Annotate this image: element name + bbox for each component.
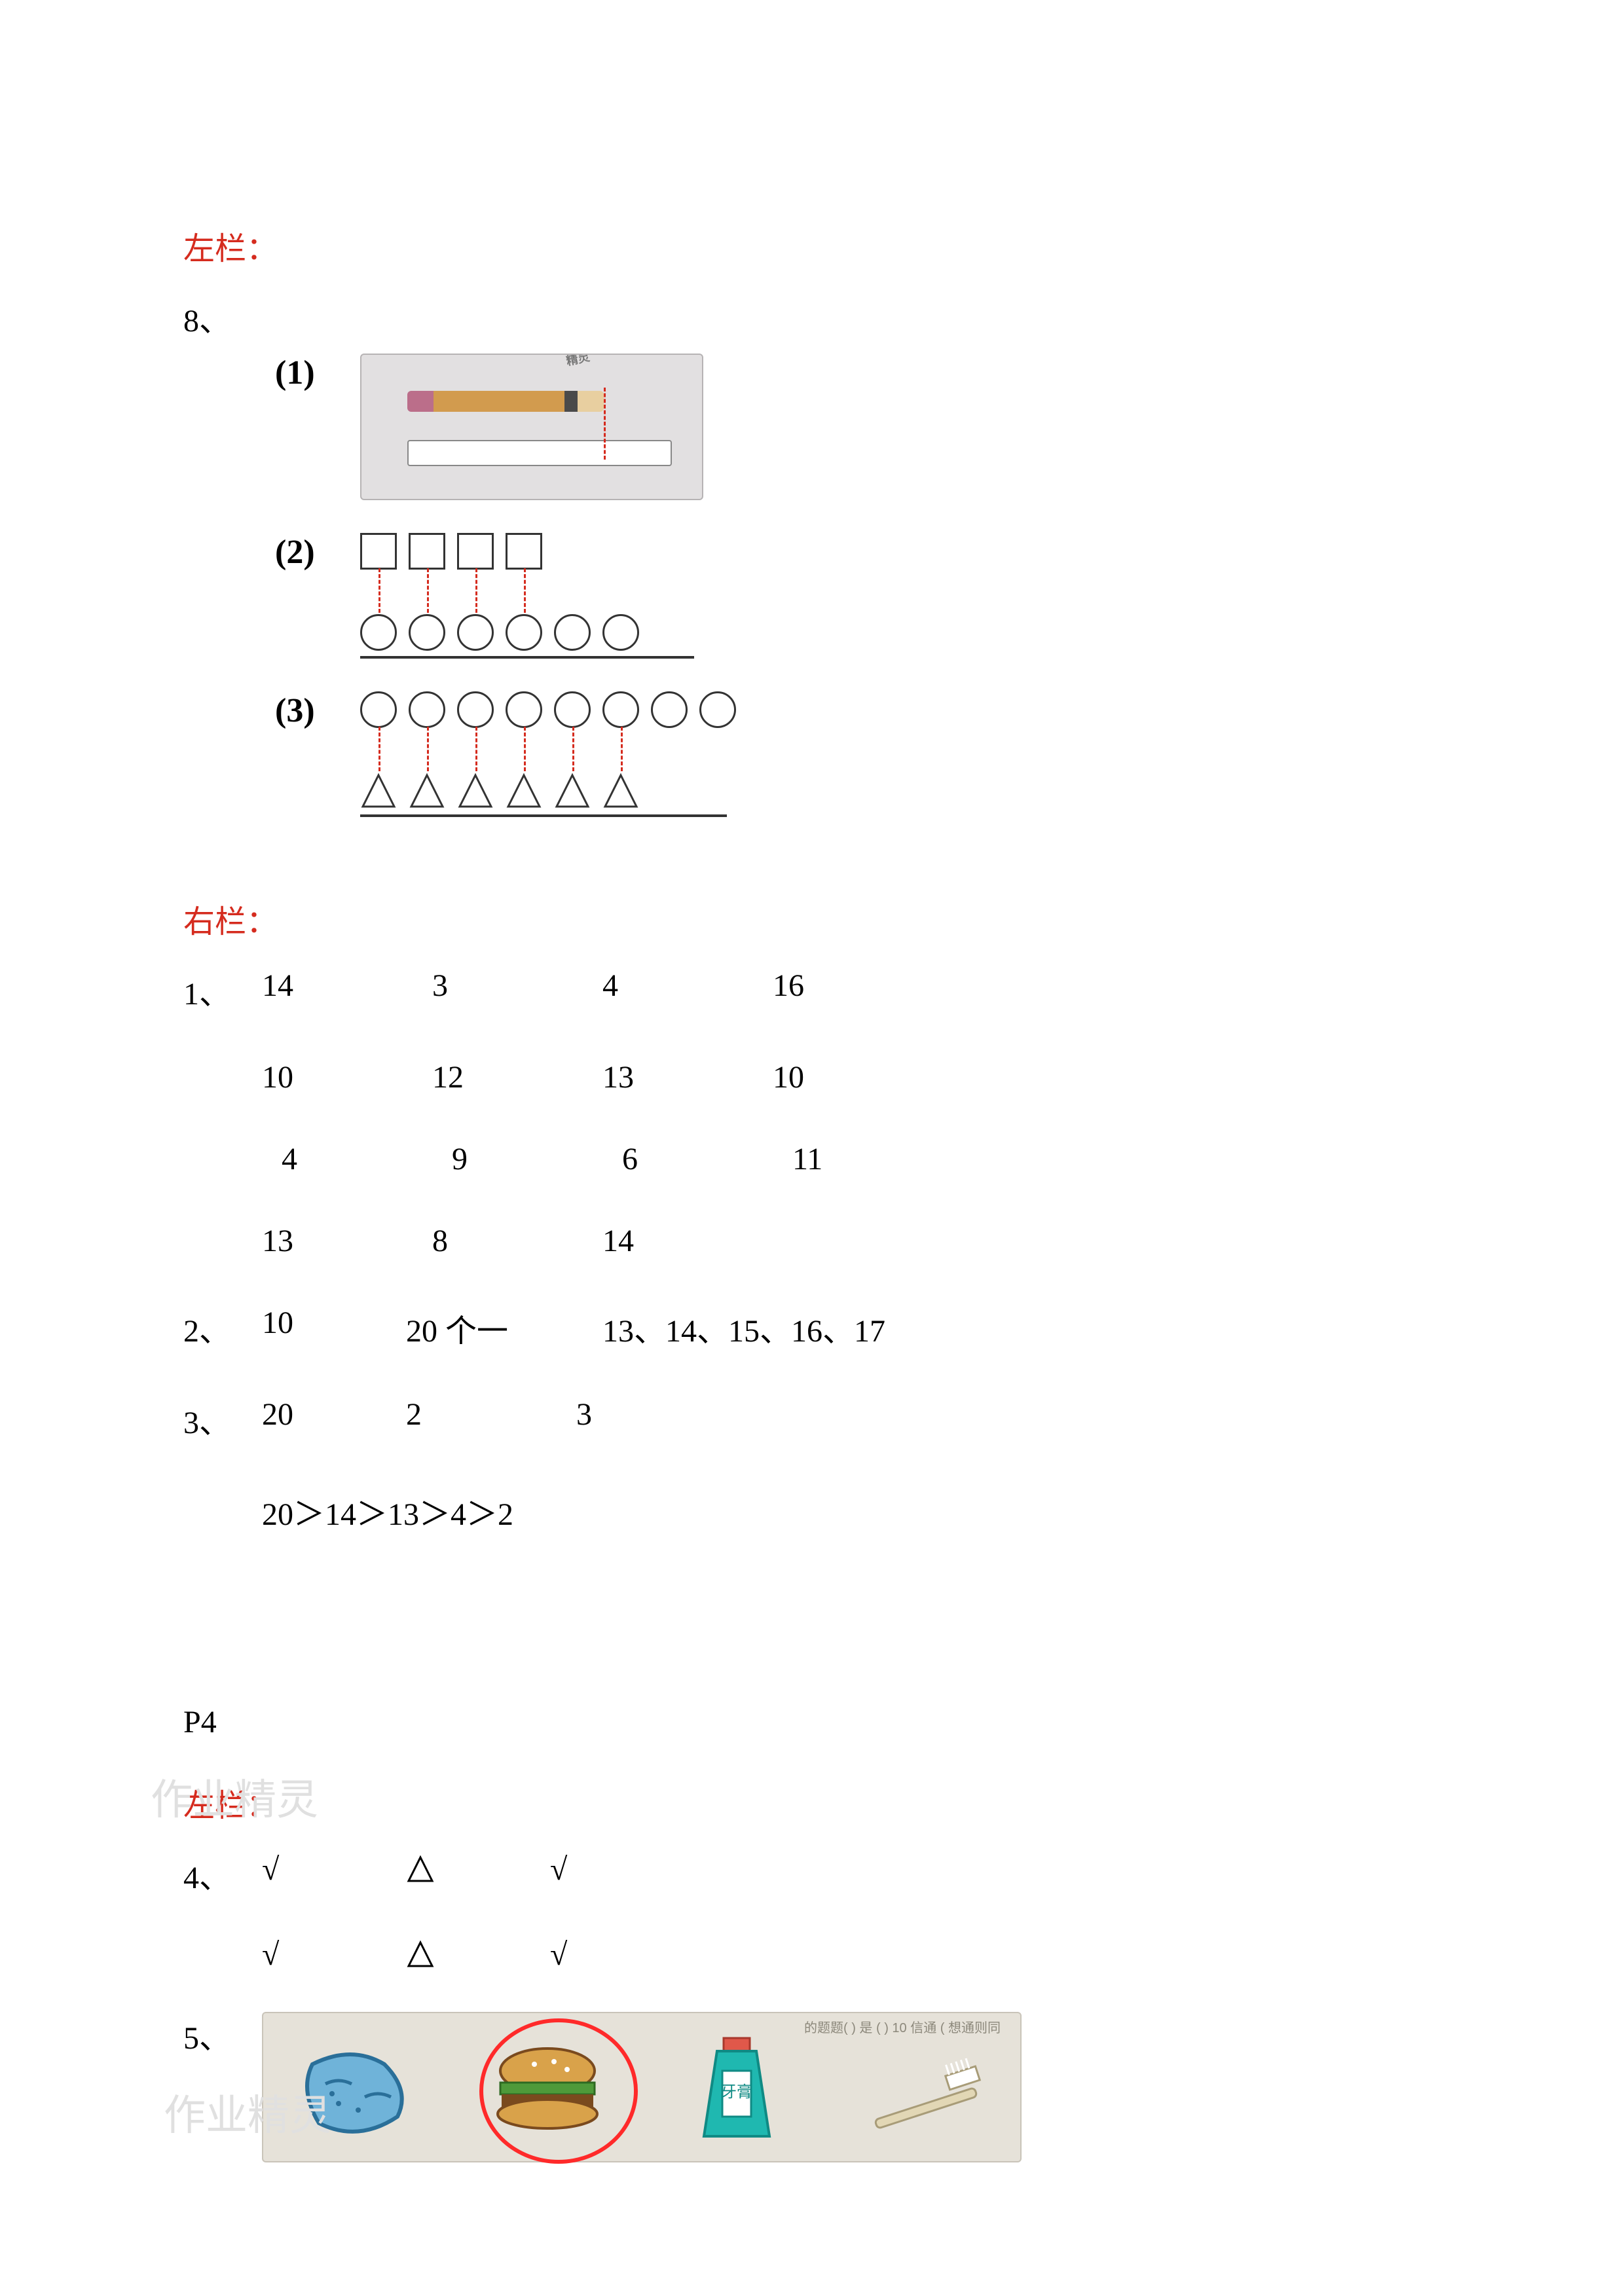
q5-figure: 的题题( ) 是 ( ) 10 信通 ( 想通则同 xyxy=(262,2012,1022,2162)
circle-icon xyxy=(602,614,639,651)
q1-cell: 4 xyxy=(602,968,773,1013)
dash-line xyxy=(378,568,380,613)
q1-cell: 6 xyxy=(622,1141,792,1177)
dash-line xyxy=(604,388,606,460)
section-title-left-2: 左栏： xyxy=(183,1779,1441,1825)
pencil-icon xyxy=(407,391,604,412)
q5-number: 5、 xyxy=(183,2012,262,2058)
q1-cell: 10 xyxy=(773,1059,943,1095)
q8-sub1-figure: 作业精灵 xyxy=(360,354,703,500)
q1-grid: 1、 14 3 4 16 10 12 13 10 4 9 6 11 xyxy=(183,968,1441,1259)
section-title-right: 右栏： xyxy=(183,896,1441,941)
q8-sub2-squares xyxy=(360,533,694,570)
length-bar xyxy=(407,440,672,466)
q8-sub3-figure xyxy=(360,691,743,817)
dash-line xyxy=(427,568,429,613)
dash-line xyxy=(427,727,429,771)
q4-cell: √ xyxy=(550,1851,694,1897)
q1-cell: 14 xyxy=(602,1223,773,1259)
toothpaste-icon: 牙膏 xyxy=(671,2032,802,2143)
circle-icon xyxy=(360,691,397,728)
square-icon xyxy=(360,533,397,570)
circle-icon xyxy=(457,691,494,728)
circle-icon xyxy=(409,691,445,728)
q3-val: 2 xyxy=(406,1396,576,1442)
triangle-icon xyxy=(506,773,542,809)
q1-cell: 3 xyxy=(432,968,602,1013)
q8-sub3-label: (3) xyxy=(275,691,360,730)
q4-number: 4、 xyxy=(183,1851,262,1897)
q1-cell: 13 xyxy=(262,1223,432,1259)
q1-cell: 12 xyxy=(432,1059,602,1095)
triangle-icon xyxy=(602,773,639,809)
circle-icon xyxy=(457,614,494,651)
dash-line xyxy=(475,568,477,613)
stamp-decoration: 作业精灵 xyxy=(561,354,621,374)
triangle-icon xyxy=(406,1855,435,1884)
circle-icon xyxy=(554,691,591,728)
toothbrush-icon xyxy=(860,2032,991,2143)
circle-icon xyxy=(602,691,639,728)
q8-sub2-figure xyxy=(360,533,694,659)
triangle-icon xyxy=(406,1940,435,1969)
q2-number: 2、 xyxy=(183,1305,262,1351)
q1-cell xyxy=(773,1223,943,1259)
q8-sub1-label: (1) xyxy=(275,354,360,392)
svg-text:牙膏: 牙膏 xyxy=(721,2083,752,2101)
selection-ring xyxy=(479,2018,638,2164)
q8-number: 8、 xyxy=(183,295,262,340)
q4-cell: √ xyxy=(550,1937,694,1973)
dash-line xyxy=(572,727,574,771)
dash-line xyxy=(475,727,477,771)
q1-number: 1、 xyxy=(183,968,262,1013)
square-icon xyxy=(409,533,445,570)
dash-line xyxy=(524,568,526,613)
dash-line xyxy=(621,727,623,771)
q1-cell: 11 xyxy=(792,1141,963,1177)
circle-icon xyxy=(360,614,397,651)
circle-icon xyxy=(409,614,445,651)
q8-sub2-circles xyxy=(360,614,694,651)
q4-cell: √ xyxy=(262,1937,406,1973)
p4-label: P4 xyxy=(183,1704,1441,1740)
q1-cell: 9 xyxy=(452,1141,622,1177)
q2-val: 10 xyxy=(262,1305,406,1351)
triangle-icon xyxy=(360,773,397,809)
underline xyxy=(360,814,727,817)
q1-cell: 10 xyxy=(262,1059,432,1095)
q8-sub2-label: (2) xyxy=(275,533,360,572)
circle-icon xyxy=(699,691,736,728)
q3-val: 20 xyxy=(262,1396,406,1442)
q1-cell: 4 xyxy=(262,1141,452,1177)
dash-line xyxy=(524,727,526,771)
circle-icon xyxy=(554,614,591,651)
q3-val: 3 xyxy=(576,1396,592,1442)
q3-ordering: 20＞14＞13＞4＞2 xyxy=(183,1488,1441,1534)
q1-cell: 16 xyxy=(773,968,943,1013)
triangle-icon xyxy=(554,773,591,809)
q3-number: 3、 xyxy=(183,1396,262,1442)
q1-cell: 8 xyxy=(432,1223,602,1259)
section-title-left-1: 左栏： xyxy=(183,223,1441,268)
q4-cell: √ xyxy=(262,1851,406,1897)
square-icon xyxy=(457,533,494,570)
towel-icon xyxy=(293,2032,424,2143)
underline xyxy=(360,656,694,659)
q5-hint-text: 的题题( ) 是 ( ) 10 信通 ( 想通则同 xyxy=(804,2017,1001,2036)
q8-sub3-circles xyxy=(360,691,743,728)
q2-val: 13、14、15、16、17 xyxy=(602,1305,885,1351)
q4-cell xyxy=(406,1851,550,1897)
circle-icon xyxy=(506,614,542,651)
circle-icon xyxy=(506,691,542,728)
triangle-icon xyxy=(457,773,494,809)
q1-cell: 14 xyxy=(262,968,432,1013)
q8-sub3-triangles xyxy=(360,773,743,809)
q1-cell: 13 xyxy=(602,1059,773,1095)
q2-val: 20 个一 xyxy=(406,1305,602,1351)
dash-line xyxy=(378,727,380,771)
circle-icon xyxy=(651,691,688,728)
q4-cell xyxy=(406,1937,550,1973)
square-icon xyxy=(506,533,542,570)
triangle-icon xyxy=(409,773,445,809)
